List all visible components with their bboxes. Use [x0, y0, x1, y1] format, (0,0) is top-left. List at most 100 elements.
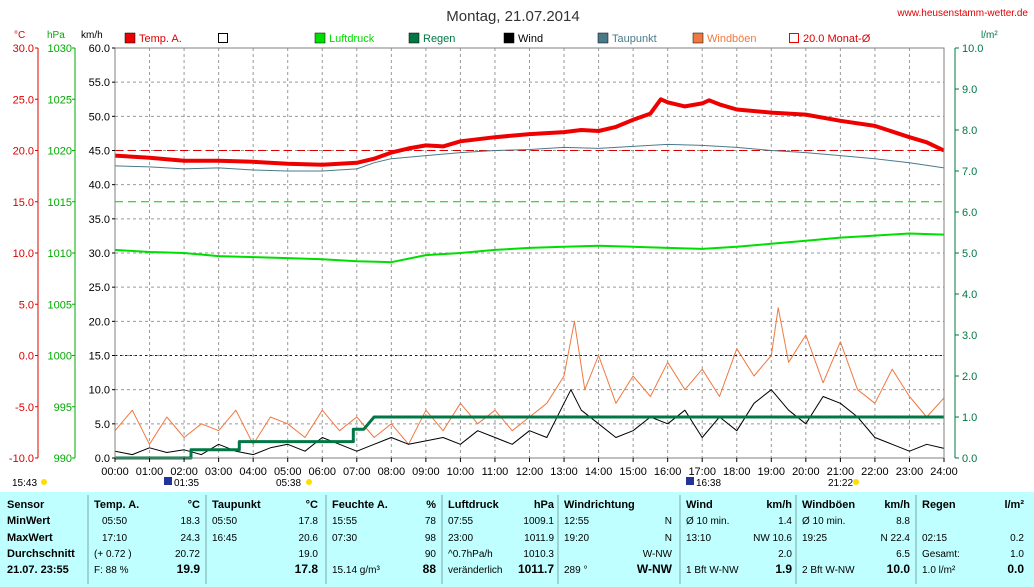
chart-grid: [115, 48, 944, 458]
tick-label-pressure: 1015: [48, 197, 72, 209]
table-cell-value: W-NW: [637, 562, 673, 576]
table-cell-value: N: [665, 516, 672, 527]
tick-label-rain: 2.0: [962, 371, 977, 383]
x-tick-label: 11:00: [482, 466, 509, 478]
tick-label-wind: 10.0: [89, 385, 110, 397]
table-cell-value: 1011.7: [518, 562, 554, 576]
legend-swatch: [408, 32, 420, 44]
table-cell-value: 88: [423, 562, 437, 576]
table-cell-value: 0.2: [1010, 533, 1024, 544]
table-col-title: Windböen: [802, 499, 855, 511]
legend-label: 20.0 Monat-Ø: [803, 33, 871, 45]
table-cell-label: 13:10: [686, 533, 711, 544]
tick-label-rain: 0.0: [962, 453, 977, 465]
table-col-unit: km/h: [884, 499, 910, 511]
tick-label-rain: 9.0: [962, 84, 977, 96]
chart-title: Montag, 21.07.2014: [446, 8, 579, 25]
table-cell-label: Gesamt:: [922, 549, 960, 560]
site-link[interactable]: www.heusenstamm-wetter.de: [896, 8, 1028, 19]
series-wind: [114, 389, 945, 456]
summary-table: Sensor MinWert MaxWert Durchschnitt 21.07. 2…: [0, 492, 1034, 587]
x-tick-label: 17:00: [688, 466, 716, 478]
table-cell-label: 05:50: [212, 516, 237, 527]
x-tick-label: 14:00: [585, 466, 613, 478]
sunrise-icon: [306, 479, 312, 485]
tick-label-pressure: 990: [54, 453, 72, 465]
x-tick-label: 19:00: [758, 466, 786, 478]
table-cell-value: 0.0: [1007, 562, 1024, 576]
table-col-unit: km/h: [766, 499, 792, 511]
table-cell-value: 19.9: [177, 562, 201, 576]
table-cell-value: N: [665, 533, 672, 544]
table-col-title: Temp. A.: [94, 499, 139, 511]
table-cell-label: 23:00: [448, 533, 473, 544]
tick-label-rain: 8.0: [962, 125, 977, 137]
x-tick-label: 07:00: [343, 466, 371, 478]
table-cell-label: Ø 10 min.: [802, 516, 845, 527]
legend-swatch: [692, 32, 704, 44]
table-cell-value: 98: [425, 533, 437, 544]
tick-label-wind: 55.0: [89, 77, 110, 89]
axes: 30.0 25.0 20.0 15.0 10.0 5.0 0.0 -5.0 -10.0 1030 1…: [9, 43, 984, 478]
table-cell-value: 17.8: [299, 516, 319, 527]
table-cell-value: 1009.1: [523, 516, 554, 527]
reference-lines: [115, 150, 944, 356]
tick-label-rain: 5.0: [962, 248, 977, 260]
table-row-label: MaxWert: [7, 532, 53, 544]
legend-label: Luftdruck: [329, 33, 375, 45]
table-cell-value: 19.0: [299, 549, 319, 560]
time-markers: 15:43 01:35 05:38 16:38 21:22: [12, 477, 859, 489]
series-taupunkt: [114, 143, 945, 172]
tick-label-wind: 60.0: [89, 43, 110, 55]
table-cell-label: 02:15: [922, 533, 947, 544]
tick-label-temp: 0.0: [19, 351, 34, 363]
series-temp-a-: [114, 97, 945, 167]
moonrise-label: 01:35: [174, 478, 199, 489]
weather-chart: 30.0 25.0 20.0 15.0 10.0 5.0 0.0 -5.0 -10.0 1030 1…: [9, 8, 1029, 489]
table-col-unit: °C: [306, 499, 318, 511]
sunset-label: 21:22: [828, 478, 853, 489]
legend-swatch: [124, 32, 136, 44]
x-tick-label: 22:00: [861, 466, 889, 478]
table-cell-label: 1.0 l/m²: [922, 565, 956, 576]
series-windb-en: [114, 307, 945, 445]
table-cell-label: 05:50: [102, 516, 127, 527]
table-cell-value: 24.3: [181, 533, 201, 544]
table-col-unit: %: [426, 499, 436, 511]
tick-label-rain: 7.0: [962, 166, 977, 178]
tick-label-wind: 20.0: [89, 316, 110, 328]
x-tick-label: 03:00: [205, 466, 233, 478]
tick-label-pressure: 1020: [48, 146, 72, 158]
legend-label: Taupunkt: [612, 33, 657, 45]
table-cell-label: 15:55: [332, 516, 357, 527]
tick-label-wind: 45.0: [89, 146, 110, 158]
table-cell-value: 1.9: [775, 562, 792, 576]
axis-unit-temp: °C: [14, 30, 25, 41]
tick-label-wind: 15.0: [89, 351, 110, 363]
x-tick-label: 05:00: [274, 466, 302, 478]
table-cell-value: N 22.4: [881, 533, 911, 544]
tick-label-pressure: 1010: [48, 248, 72, 260]
table-cell-value: 1011.9: [524, 533, 554, 544]
table-col-title: Regen: [922, 499, 956, 511]
tick-label-temp: -5.0: [15, 402, 34, 414]
x-tick-label: 00:00: [101, 466, 129, 478]
table-cell-label: 289 °: [564, 565, 587, 576]
tick-label-wind: 0.0: [95, 453, 110, 465]
tick-label-rain: 1.0: [962, 412, 977, 424]
table-cell-value: 10.0: [887, 562, 911, 576]
table-cell-label: 17:10: [102, 533, 127, 544]
table-cell-value: 78: [425, 516, 437, 527]
series-regen: [115, 415, 944, 460]
x-tick-label: 16:00: [654, 466, 682, 478]
legend-swatch: [597, 32, 609, 44]
x-tick-label: 08:00: [378, 466, 406, 478]
table-col-unit: °C: [188, 499, 200, 511]
legend: Temp. A. Luftdruck Regen Wind Taupunkt Windbö…: [124, 32, 871, 45]
sunrise-label: 05:38: [276, 478, 301, 489]
table-cell-value: 6.5: [896, 549, 910, 560]
x-tick-label: 24:00: [930, 466, 958, 478]
table-col-title: Windrichtung: [564, 499, 635, 511]
table-cell-value: 2.0: [778, 549, 792, 560]
